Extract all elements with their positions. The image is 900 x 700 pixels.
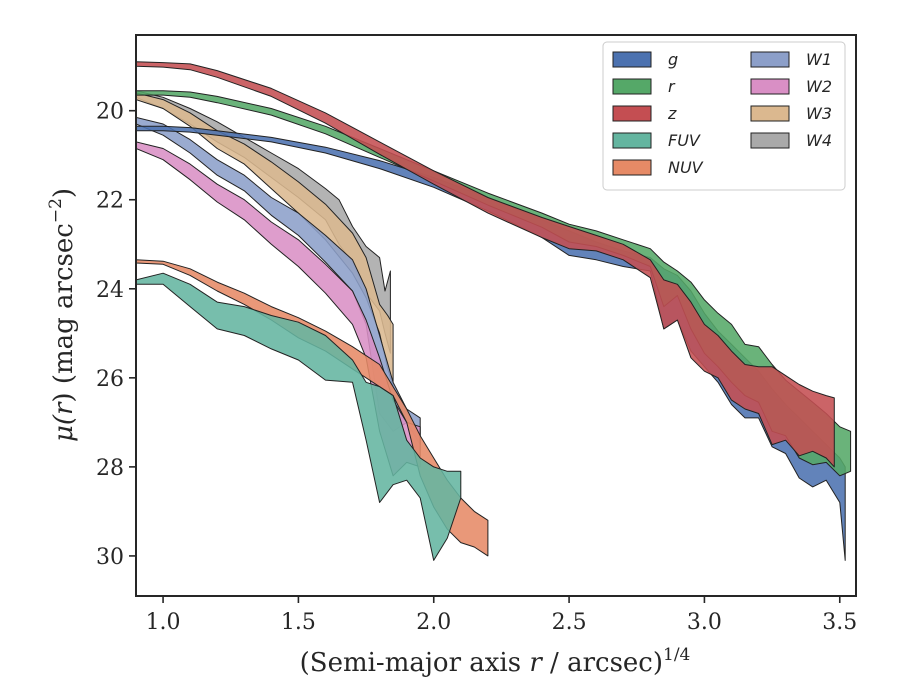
legend-label-nuv: NUV (668, 158, 704, 177)
legend-label-w1: W1 (806, 50, 832, 69)
y-axis-label-var: r (49, 401, 79, 415)
legend-label-fuv: FUV (668, 131, 701, 150)
plot-area (136, 61, 852, 561)
y-tick-label: 22 (96, 189, 124, 214)
legend-label-z: z (667, 104, 677, 123)
band-z (136, 61, 835, 468)
y-axis-label-mid: ) (mag arcsec (49, 223, 79, 402)
legend-label-r: r (668, 77, 676, 96)
x-tick-label: 1.5 (281, 610, 316, 635)
y-axis-label-end: ) (49, 188, 79, 198)
band-group (136, 61, 852, 561)
x-tick-label: 1.0 (146, 610, 181, 635)
legend-label-g: g (668, 50, 678, 69)
legend-label-w4: W4 (806, 131, 832, 150)
legend-label-w2: W2 (806, 77, 832, 96)
x-tick-label: 2.5 (552, 610, 587, 635)
x-axis-label: (Semi-major axis r / arcsec)1/4 (300, 645, 691, 678)
legend-swatch-w1 (750, 51, 790, 68)
legend-swatch-nuv (612, 159, 652, 176)
x-tick-label: 2.0 (416, 610, 451, 635)
legend-swatch-r (612, 78, 652, 95)
x-axis-label-main: (Semi-major axis (300, 648, 530, 678)
y-tick-label: 28 (96, 456, 124, 481)
legend-swatch-w4 (750, 132, 790, 149)
x-axis-label-var: r (529, 648, 543, 678)
legend-swatch-w2 (750, 78, 790, 95)
legend-swatch-fuv (612, 132, 652, 149)
y-tick-label: 30 (96, 545, 124, 570)
y-tick-label: 20 (96, 100, 124, 125)
legend-label-w3: W3 (806, 104, 832, 123)
y-tick-label: 26 (96, 367, 124, 392)
x-axis-label-sup: 1/4 (663, 645, 690, 665)
legend: grz FUV NUV W1 W2 W3 W4 (602, 41, 846, 191)
band-fuv (136, 272, 462, 561)
y-axis-label: μ(r) (mag arcsec−2) (46, 188, 79, 442)
axes-frame (135, 34, 857, 597)
y-axis-label-mu: μ( (49, 414, 79, 442)
x-tick-label: 3.0 (687, 610, 722, 635)
x-tick-label: 3.5 (822, 610, 857, 635)
y-axis-label-sup: −2 (46, 198, 66, 223)
legend-swatch-g (612, 51, 652, 68)
legend-swatch-z (612, 105, 652, 122)
legend-swatch-w3 (750, 105, 790, 122)
y-tick-label: 24 (96, 278, 124, 303)
axes: 1.0 1.5 2.0 2.5 3.0 3.5 20 22 24 26 28 30 (96, 34, 857, 635)
x-axis-label-tail: / arcsec) (542, 648, 663, 678)
